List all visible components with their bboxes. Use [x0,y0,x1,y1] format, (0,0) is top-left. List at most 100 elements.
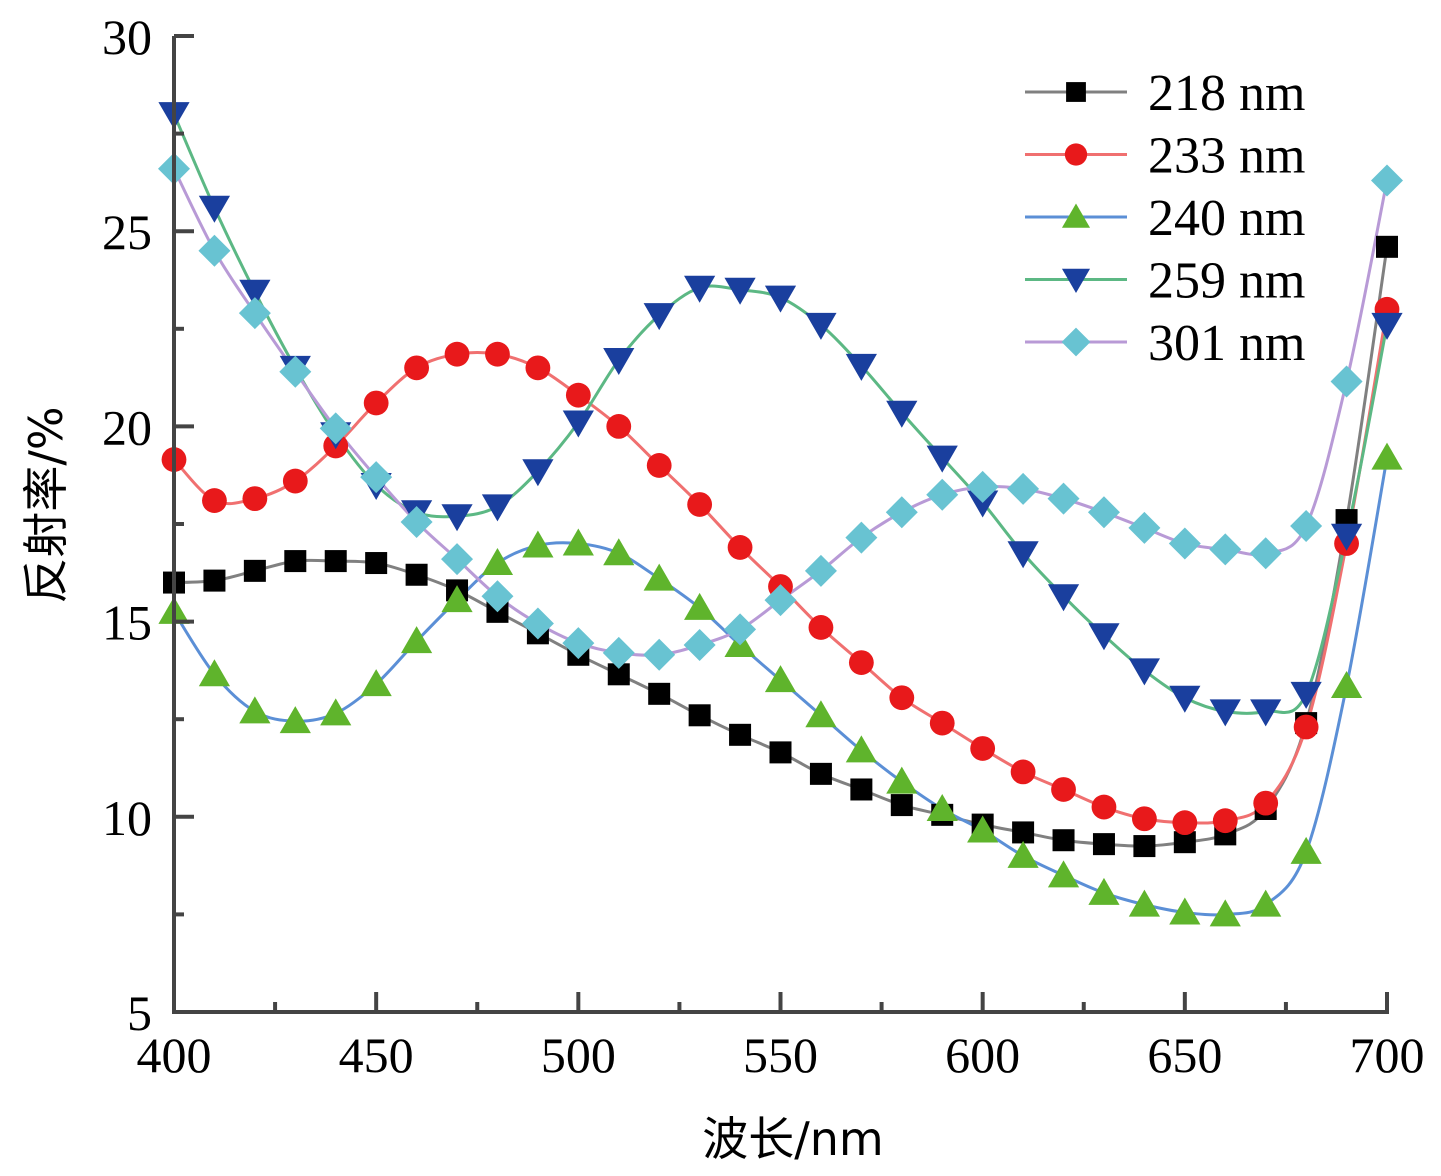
data-point-240-nm [603,538,635,566]
data-point-301-nm [198,234,231,267]
data-point-240-nm [643,563,675,591]
data-point-259-nm [562,410,594,438]
data-point-240-nm [684,592,716,620]
data-point-259-nm [1290,681,1322,709]
y-tick-label: 25 [102,204,152,260]
series-points-233-nm [161,296,1400,836]
data-point-301-nm [724,613,757,646]
data-point-259-nm [1169,685,1201,713]
data-point-233-nm [848,650,874,675]
y-tick-label: 15 [102,595,152,651]
x-tick-label: 550 [743,1027,818,1083]
data-point-233-nm [727,535,753,560]
data-point-259-nm [805,312,837,340]
data-point-233-nm [1010,759,1036,785]
x-tick-label: 650 [1147,1027,1222,1083]
legend-marker-301-nm [1061,327,1091,357]
data-point-218-nm [1052,829,1075,852]
data-point-301-nm [804,554,837,587]
legend-marker-218-nm [1066,82,1086,102]
data-point-259-nm [522,459,554,487]
data-point-301-nm [764,584,797,617]
y-tick-label: 30 [102,9,152,65]
data-point-301-nm [1371,164,1403,197]
x-tick-label: 600 [945,1027,1020,1083]
data-point-259-nm [1047,584,1080,612]
data-point-301-nm [562,627,595,660]
x-tick-label: 700 [1350,1027,1425,1083]
data-point-233-nm [363,390,389,416]
data-point-240-nm [1290,836,1322,864]
data-point-240-nm [845,735,877,763]
y-tick-label: 10 [102,790,152,846]
data-point-259-nm [845,353,877,381]
data-point-233-nm [404,355,429,381]
data-point-259-nm [1330,523,1363,551]
data-point-259-nm [926,445,958,473]
data-point-301-nm [845,521,878,554]
data-point-301-nm [1209,533,1242,566]
data-point-218-nm [1012,821,1035,844]
data-point-301-nm [885,496,918,529]
data-point-218-nm [405,563,428,586]
data-point-240-nm [481,548,514,576]
data-point-240-nm [401,626,433,654]
data-point-233-nm [282,468,308,494]
data-point-301-nm [521,607,554,640]
data-point-259-nm [1250,699,1282,727]
series-points-240-nm [158,442,1403,927]
data-point-218-nm [1173,831,1196,854]
data-point-233-nm [1293,714,1319,740]
legend-marker-259-nm [1061,268,1091,293]
legend-marker-240-nm [1061,203,1091,228]
data-point-233-nm [242,486,268,512]
data-point-259-nm [1007,541,1039,569]
axes: 5 10 15 20 25 30 400 450 500 550 600 650 700 [102,9,1425,1083]
data-point-301-nm [643,638,676,671]
data-point-301-nm [1047,482,1080,515]
data-point-240-nm [1047,860,1080,888]
data-point-301-nm [238,297,271,330]
data-point-218-nm [243,559,266,582]
data-point-233-nm [444,341,470,367]
data-point-259-nm [603,348,635,376]
data-point-240-nm [279,706,311,734]
data-point-301-nm [1007,472,1040,505]
data-point-259-nm [684,275,716,303]
data-point-240-nm [886,766,918,794]
x-tick-label: 450 [339,1027,414,1083]
data-point-233-nm [485,341,510,367]
data-point-259-nm [1128,658,1160,686]
data-point-218-nm [324,550,347,573]
x-tick-label: 400 [137,1027,212,1083]
data-point-301-nm [400,506,433,539]
data-point-301-nm [360,461,393,494]
legend-item-259-nm: 259 nm [1025,253,1305,310]
x-ticks: 400 450 500 550 600 650 700 [137,992,1425,1083]
data-point-259-nm [481,494,514,522]
data-point-240-nm [926,793,958,821]
data-point-218-nm [1092,833,1115,856]
data-point-218-nm [809,762,832,785]
data-point-259-nm [764,285,797,313]
plot-area [158,102,1403,927]
x-axis-title: 波长/nm [702,1112,883,1166]
data-point-233-nm [646,453,672,478]
data-point-233-nm [606,414,632,439]
data-point-259-nm [198,195,231,223]
legend-label: 259 nm [1148,253,1305,310]
legend-item-218-nm: 218 nm [1025,65,1305,122]
data-point-259-nm [1209,699,1241,727]
data-point-240-nm [1371,442,1403,470]
data-point-240-nm [562,528,594,556]
legend-label: 218 nm [1148,65,1305,122]
data-point-301-nm [1330,365,1363,398]
data-point-301-nm [1168,527,1201,560]
data-point-301-nm [683,629,716,662]
data-point-301-nm [602,636,635,669]
data-point-233-nm [1051,777,1076,802]
legend-item-240-nm: 240 nm [1025,190,1305,247]
data-point-240-nm [967,815,999,843]
data-point-233-nm [808,615,834,640]
